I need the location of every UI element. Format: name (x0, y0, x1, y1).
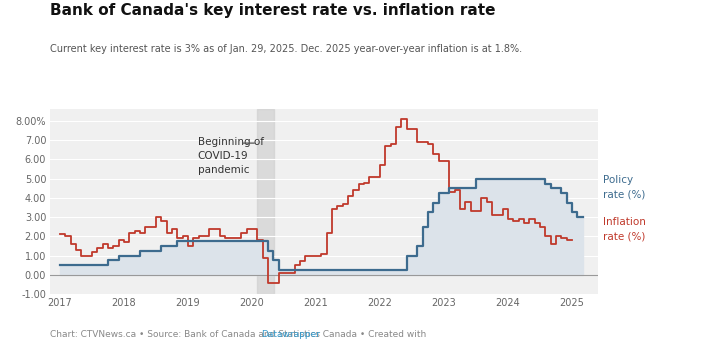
Text: Inflation
rate (%): Inflation rate (%) (603, 218, 646, 241)
Text: Chart: CTVNews.ca • Source: Bank of Canada and Statistics Canada • Created with: Chart: CTVNews.ca • Source: Bank of Cana… (50, 330, 430, 339)
Bar (257, 109, 274, 294)
Text: Datawrapper: Datawrapper (261, 330, 320, 339)
Text: Policy
rate (%): Policy rate (%) (603, 175, 645, 199)
Text: Current key interest rate is 3% as of Jan. 29, 2025. Dec. 2025 year-over-year in: Current key interest rate is 3% as of Ja… (50, 44, 523, 54)
Text: Beginning of
COVID-19
pandemic: Beginning of COVID-19 pandemic (197, 137, 264, 175)
Text: Bank of Canada's key interest rate vs. inflation rate: Bank of Canada's key interest rate vs. i… (50, 3, 496, 18)
